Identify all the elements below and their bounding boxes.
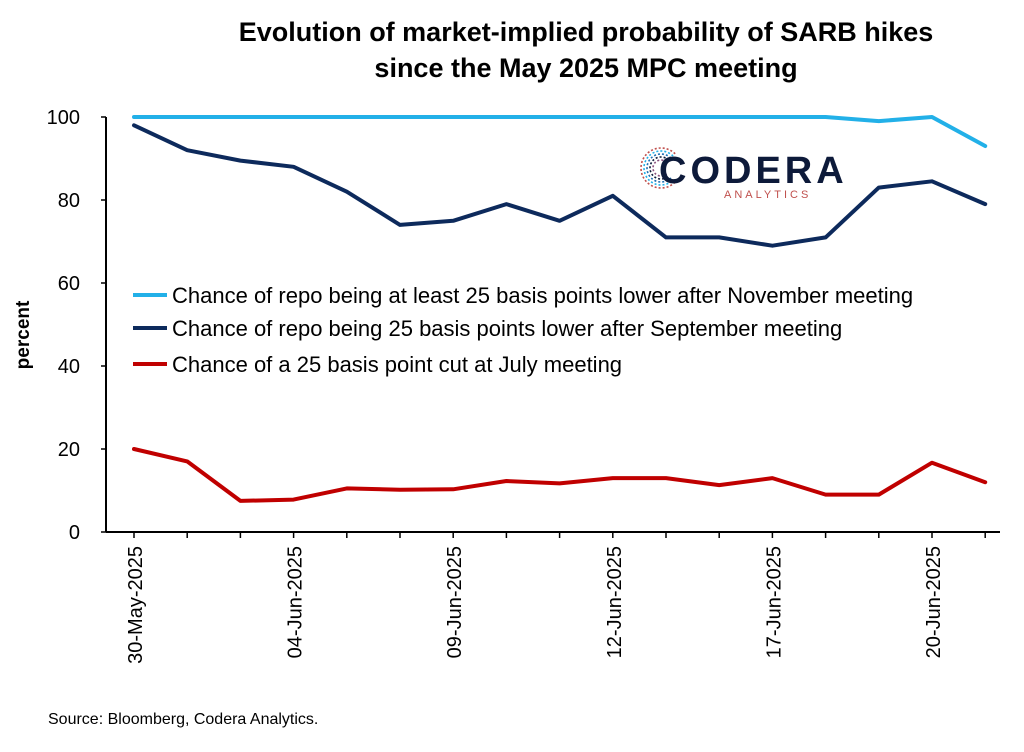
- logo-mark-ring: [649, 156, 670, 180]
- chart-series: [132, 115, 988, 503]
- legend-label: Chance of repo being at least 25 basis p…: [172, 283, 913, 308]
- y-tick-label: 40: [58, 356, 80, 378]
- series-line-1: [132, 115, 988, 148]
- y-tick-label: 0: [69, 522, 80, 544]
- x-tick-label: 04-Jun-2025: [285, 546, 307, 658]
- logo-mark-ring: [640, 147, 676, 189]
- y-tick-label: 60: [58, 273, 80, 295]
- legend-label: Chance of repo being 25 basis points low…: [172, 316, 842, 341]
- x-tick-label: 20-Jun-2025: [923, 546, 945, 658]
- chart-title-line-1: Evolution of market-implied probability …: [238, 17, 934, 47]
- logo-mark-ring: [643, 150, 674, 186]
- logo-wordmark: CODERA: [659, 150, 848, 192]
- x-tick-label: 09-Jun-2025: [444, 546, 466, 658]
- source-note: Source: Bloomberg, Codera Analytics.: [48, 711, 319, 728]
- y-tick-label: 80: [58, 190, 80, 212]
- x-tick-label: 12-Jun-2025: [604, 546, 626, 658]
- x-tick-label: 30-May-2025: [125, 546, 147, 664]
- chart-title: Evolution of market-implied probability …: [0, 14, 1024, 86]
- series-line-2: [132, 123, 988, 248]
- chart-title-line-2: since the May 2025 MPC meeting: [374, 53, 798, 83]
- series-line-3: [132, 447, 988, 503]
- logo-mark-ring: [652, 159, 668, 177]
- y-axis-label: percent: [13, 300, 34, 369]
- chart-axes: 0 20 40 60 80 100 30-May-2025 04-Jun-2025 09-Jun…: [47, 107, 1000, 664]
- logo-subtitle: ANALYTICS: [724, 189, 811, 201]
- chart-legend: Chance of repo being at least 25 basis p…: [133, 283, 913, 377]
- y-tick-label: 100: [47, 107, 80, 129]
- legend-label: Chance of a 25 basis point cut at July m…: [172, 352, 622, 377]
- y-tick-label: 20: [58, 439, 80, 461]
- x-tick-label: 17-Jun-2025: [763, 546, 785, 658]
- logo-mark-ring: [646, 153, 672, 183]
